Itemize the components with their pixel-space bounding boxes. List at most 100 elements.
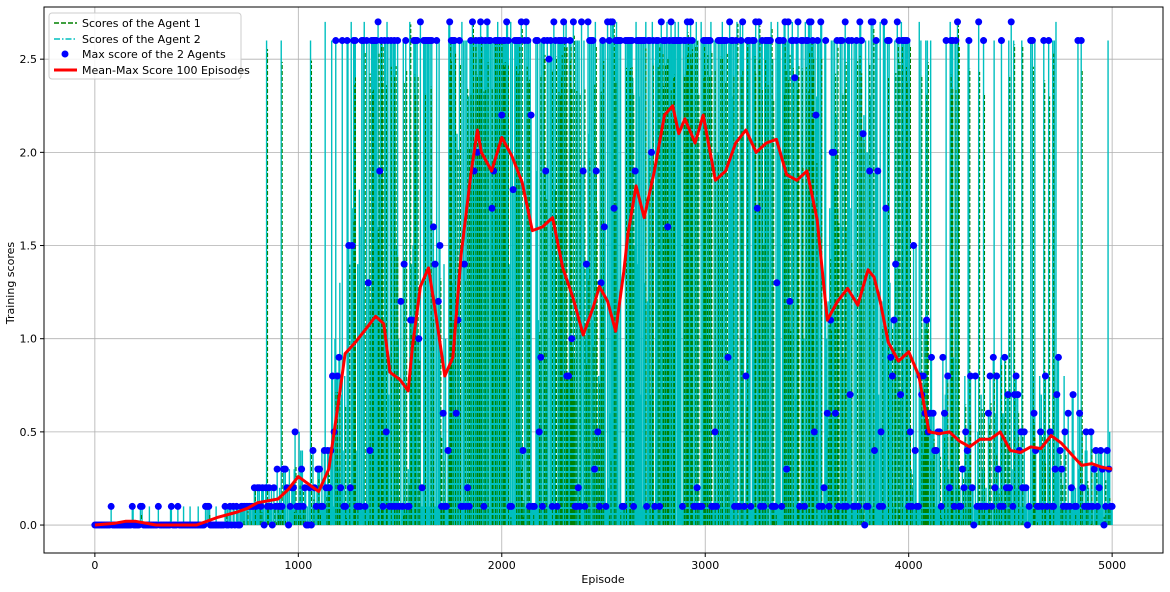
max-score-point bbox=[945, 484, 953, 492]
max-score-point bbox=[436, 242, 444, 250]
max-score-point bbox=[524, 37, 532, 45]
max-score-point bbox=[428, 37, 436, 45]
max-score-point bbox=[1030, 409, 1038, 417]
max-score-point bbox=[713, 502, 721, 510]
max-score-point bbox=[823, 409, 831, 417]
max-score-point bbox=[582, 260, 590, 268]
max-score-point bbox=[301, 484, 309, 492]
max-score-point bbox=[1041, 372, 1049, 380]
max-score-point bbox=[342, 502, 350, 510]
max-score-point bbox=[882, 204, 890, 212]
max-score-point bbox=[939, 353, 947, 361]
max-score-point bbox=[565, 372, 573, 380]
max-score-point bbox=[579, 167, 587, 175]
max-score-point bbox=[954, 18, 962, 26]
max-score-point bbox=[908, 502, 916, 510]
max-score-point bbox=[648, 148, 656, 156]
max-score-point bbox=[576, 502, 584, 510]
max-score-point bbox=[940, 409, 948, 417]
max-score-point bbox=[993, 372, 1001, 380]
x-axis-label: Episode bbox=[581, 573, 624, 586]
max-score-point bbox=[232, 502, 240, 510]
max-score-point bbox=[550, 18, 558, 26]
max-score-point bbox=[859, 130, 867, 138]
max-score-point bbox=[897, 391, 905, 399]
y-axis-ticks: 0.0 0.5 1.0 1.5 2.0 2.5 bbox=[20, 53, 44, 532]
max-score-point bbox=[1004, 391, 1012, 399]
legend-agent1-label: Scores of the Agent 1 bbox=[82, 17, 201, 30]
max-score-point bbox=[1051, 465, 1059, 473]
max-score-point bbox=[592, 167, 600, 175]
max-score-point bbox=[402, 37, 410, 45]
max-score-point bbox=[778, 502, 786, 510]
max-score-point bbox=[516, 37, 524, 45]
max-score-point bbox=[958, 465, 966, 473]
max-score-point bbox=[498, 111, 506, 119]
max-score-point bbox=[1108, 502, 1116, 510]
max-score-point bbox=[804, 37, 812, 45]
max-score-point bbox=[1079, 484, 1087, 492]
max-score-point bbox=[664, 223, 672, 231]
max-score-point bbox=[927, 353, 935, 361]
max-score-point bbox=[970, 521, 978, 529]
max-score-point bbox=[337, 484, 345, 492]
y-tick-label: 2.0 bbox=[20, 146, 38, 159]
max-score-point bbox=[439, 409, 447, 417]
max-score-point bbox=[374, 18, 382, 26]
max-score-point bbox=[348, 242, 356, 250]
x-tick-label: 2000 bbox=[488, 559, 516, 572]
max-score-point bbox=[693, 484, 701, 492]
y-tick-label: 0.0 bbox=[20, 519, 38, 532]
max-score-point bbox=[617, 37, 625, 45]
max-score-point bbox=[771, 502, 779, 510]
max-score-point bbox=[1001, 353, 1009, 361]
max-score-point bbox=[753, 204, 761, 212]
max-score-point bbox=[739, 18, 747, 26]
max-score-point bbox=[569, 18, 577, 26]
max-score-point bbox=[784, 18, 792, 26]
max-score-point bbox=[608, 18, 616, 26]
max-score-point bbox=[1069, 391, 1077, 399]
max-score-point bbox=[1067, 484, 1075, 492]
max-score-point bbox=[988, 502, 996, 510]
max-score-point bbox=[584, 18, 592, 26]
max-score-point bbox=[760, 502, 768, 510]
max-score-point bbox=[796, 502, 804, 510]
max-score-point bbox=[651, 502, 659, 510]
max-score-point bbox=[1100, 521, 1108, 529]
max-score-point bbox=[783, 465, 791, 473]
max-score-point bbox=[1064, 409, 1072, 417]
max-score-point bbox=[929, 409, 937, 417]
max-score-point bbox=[957, 502, 965, 510]
max-score-point bbox=[999, 502, 1007, 510]
max-score-point bbox=[545, 55, 553, 63]
max-score-point bbox=[547, 37, 555, 45]
max-score-point bbox=[286, 502, 294, 510]
max-score-point bbox=[1046, 428, 1054, 436]
max-score-point bbox=[446, 18, 454, 26]
max-score-point bbox=[887, 353, 895, 361]
max-score-point bbox=[830, 148, 838, 156]
max-score-point bbox=[888, 372, 896, 380]
max-score-point bbox=[1053, 391, 1061, 399]
max-score-point bbox=[595, 502, 603, 510]
legend-agent2-label: Scores of the Agent 2 bbox=[82, 33, 201, 46]
max-score-point bbox=[602, 502, 610, 510]
max-score-point bbox=[356, 502, 364, 510]
max-score-point bbox=[1007, 18, 1015, 26]
max-score-point bbox=[508, 502, 516, 510]
max-score-point bbox=[890, 316, 898, 324]
max-score-point bbox=[260, 521, 268, 529]
max-score-point bbox=[903, 37, 911, 45]
max-score-point bbox=[591, 465, 599, 473]
max-score-point bbox=[285, 521, 293, 529]
max-score-point bbox=[963, 447, 971, 455]
max-score-point bbox=[452, 409, 460, 417]
max-score-point bbox=[561, 37, 569, 45]
x-tick-label: 4000 bbox=[895, 559, 923, 572]
plot-frame bbox=[43, 6, 1164, 554]
max-score-point bbox=[732, 37, 740, 45]
x-axis-ticks: 0 1000 2000 3000 4000 5000 bbox=[91, 553, 1126, 572]
max-score-point bbox=[967, 372, 975, 380]
